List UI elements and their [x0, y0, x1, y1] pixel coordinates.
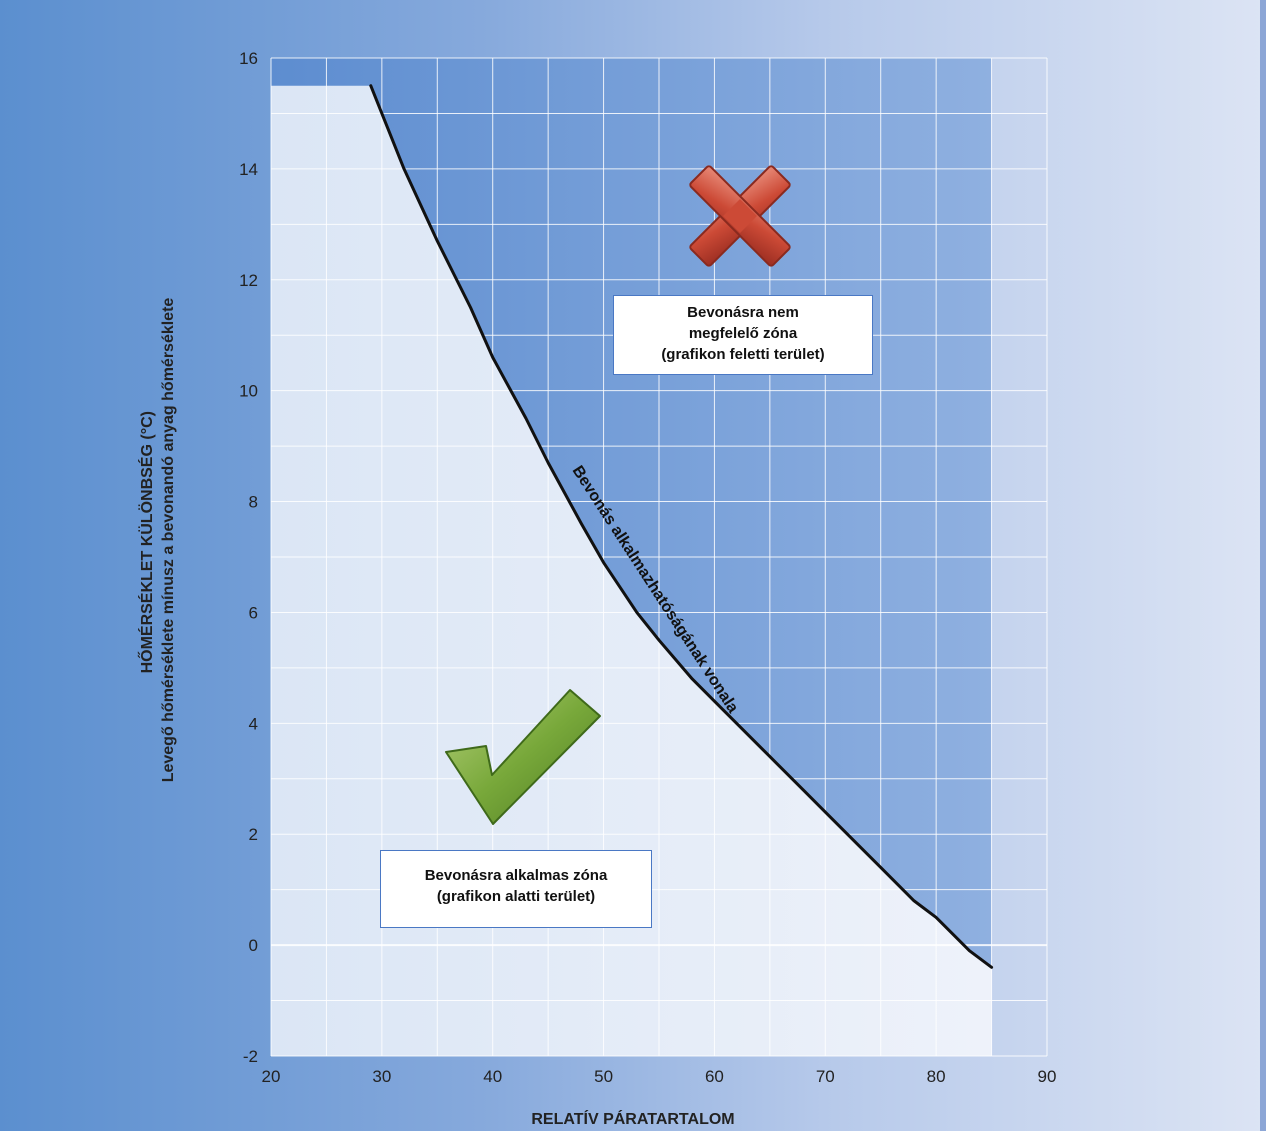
- x-tick-label: 40: [483, 1067, 502, 1086]
- x-tick-label: 60: [705, 1067, 724, 1086]
- x-axis-title: RELATÍV PÁRATARTALOM: [531, 1109, 734, 1128]
- series-line: [369, 84, 994, 969]
- x-tick-label: 70: [816, 1067, 835, 1086]
- y-tick-label: 4: [249, 714, 258, 733]
- unsuitable-zone-text-2: megfelelő zóna: [688, 325, 798, 342]
- y-tick-label: -2: [243, 1047, 258, 1066]
- y-tick-label: 16: [239, 49, 258, 68]
- unsuitable-zone-text-3: (grafikon feletti terület): [661, 346, 825, 363]
- x-tick-label: 80: [927, 1067, 946, 1086]
- suitable-zone-callout: Bevonásra alkalmas zóna (grafikon alatti…: [380, 850, 652, 928]
- y-tick-label: 6: [249, 603, 258, 622]
- y-tick-label: 2: [249, 825, 258, 844]
- y-tick-label: 0: [249, 936, 258, 955]
- y-tick-label: 12: [239, 271, 258, 290]
- y-tick-label: 14: [239, 160, 258, 179]
- suitable-zone-text-2: (grafikon alatti terület): [436, 888, 596, 905]
- unsuitable-zone-callout: Bevonásra nem megfelelő zóna (grafikon f…: [613, 295, 873, 375]
- y-axis-title-line2: Levegő hőmérséklete mínusz a bevonandó a…: [160, 298, 177, 783]
- x-tick-label: 90: [1038, 1067, 1057, 1086]
- unsuitable-zone-text-1: Bevonásra nem: [687, 304, 799, 321]
- x-tick-label: 50: [594, 1067, 613, 1086]
- unsuitable-zone-area: [271, 58, 992, 968]
- y-tick-label: 10: [239, 382, 258, 401]
- cross-icon: [689, 165, 791, 267]
- x-tick-label: 30: [372, 1067, 391, 1086]
- x-tick-label: 20: [262, 1067, 281, 1086]
- check-icon: [445, 689, 601, 825]
- y-axis-title: HŐMÉRSÉKLET KÜLÖNBSÉG (°C) Levegő hőmérs…: [137, 298, 177, 783]
- y-axis-title-line1: HŐMÉRSÉKLET KÜLÖNBSÉG (°C): [137, 411, 156, 673]
- suitable-zone-text-1: Bevonásra alkalmas zóna: [424, 867, 608, 884]
- y-tick-label: 8: [249, 493, 258, 512]
